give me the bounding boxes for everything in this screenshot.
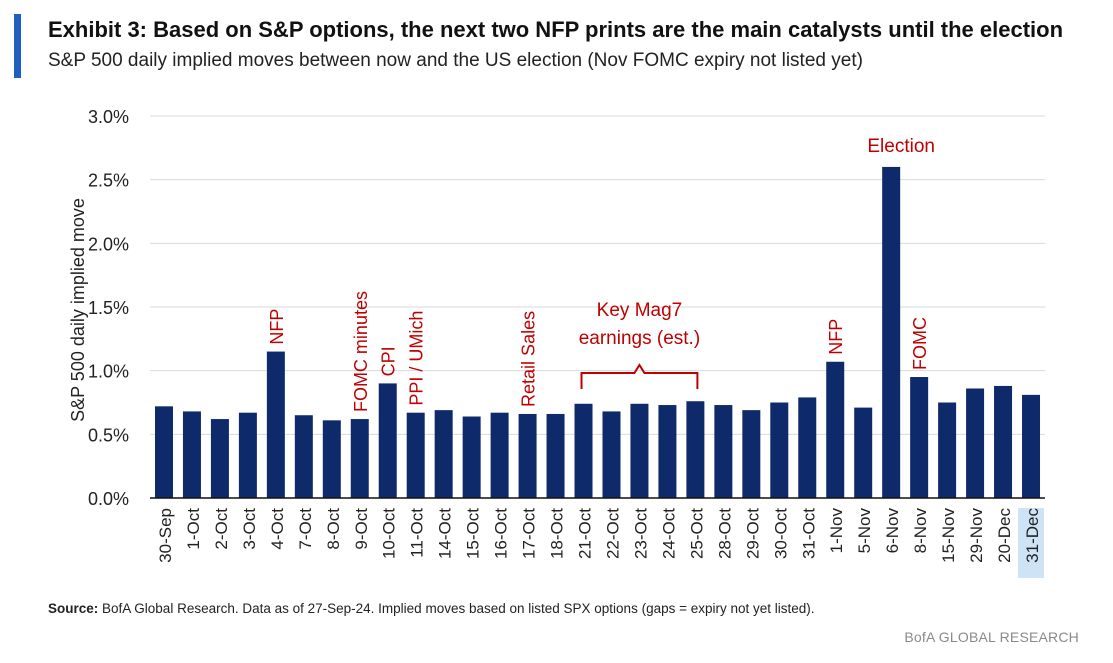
x-tick-label: 31-Oct xyxy=(799,508,818,559)
x-tick-label: 31-Dec xyxy=(1023,508,1042,563)
bar xyxy=(182,411,201,498)
bar xyxy=(434,410,453,498)
bar xyxy=(966,388,985,498)
bar xyxy=(378,383,397,498)
bar xyxy=(406,412,425,498)
bars xyxy=(154,166,1041,498)
x-tick-label: 30-Oct xyxy=(771,508,790,559)
x-tick-label: 4-Oct xyxy=(268,508,287,550)
x-tick-label: 1-Nov xyxy=(827,508,846,554)
highlight-layer xyxy=(1018,508,1045,578)
source-text: BofA Global Research. Data as of 27-Sep-… xyxy=(98,601,815,616)
x-tick-label: 14-Oct xyxy=(436,508,455,559)
annotation-label: FOMC minutes xyxy=(351,291,371,412)
x-tick-label: 3-Oct xyxy=(240,508,259,550)
bar xyxy=(238,412,257,498)
x-tick-label: 15-Nov xyxy=(939,508,958,563)
bar xyxy=(154,406,173,498)
annotation-label: NFP xyxy=(826,319,846,355)
bar xyxy=(686,401,705,498)
x-tick-label: 8-Nov xyxy=(911,508,930,554)
source-label: Source: xyxy=(48,601,99,616)
bar xyxy=(742,410,761,498)
brand-logo-text: BofA GLOBAL RESEARCH xyxy=(904,629,1079,645)
bar xyxy=(910,377,929,498)
accent-bar xyxy=(14,14,21,78)
x-tick-label: 17-Oct xyxy=(520,508,539,559)
annotation-label: FOMC xyxy=(910,317,930,370)
bracket-label-line1: Key Mag7 xyxy=(597,300,683,321)
y-tick-label: 0.5% xyxy=(88,425,129,445)
x-tick-label: 15-Oct xyxy=(464,508,483,559)
bar xyxy=(490,412,509,498)
x-tick-label: 21-Oct xyxy=(576,508,595,559)
highlighted-tick-background xyxy=(1018,508,1045,578)
x-tick-label: 16-Oct xyxy=(492,508,511,559)
x-tick-label: 7-Oct xyxy=(296,508,315,550)
bar xyxy=(770,402,789,498)
annotation-label: Election xyxy=(867,136,935,157)
bar xyxy=(658,405,677,498)
annotations: NFP FOMC minutes CPI PPI / UMich Retail Sale… xyxy=(267,136,935,412)
bar xyxy=(882,166,901,498)
x-tick-label: 24-Oct xyxy=(659,508,678,559)
annotation-label: NFP xyxy=(267,309,287,345)
bar xyxy=(714,405,733,498)
annotation-label: CPI xyxy=(379,346,399,376)
y-tick-label: 0.0% xyxy=(88,489,129,509)
x-tick-label: 25-Oct xyxy=(687,508,706,559)
bar xyxy=(546,413,565,498)
y-tick-label: 2.0% xyxy=(88,234,129,254)
bar xyxy=(210,419,229,498)
bar xyxy=(294,415,313,498)
x-tick-label: 30-Sep xyxy=(156,508,175,563)
x-tick-label: 1-Oct xyxy=(184,508,203,550)
bracket-label-line2: earnings (est.) xyxy=(579,328,700,349)
y-axis-label: S&P 500 daily implied move xyxy=(68,198,88,422)
bar xyxy=(1022,394,1041,498)
bar xyxy=(798,397,817,498)
bar xyxy=(994,385,1013,498)
bar xyxy=(826,361,845,498)
bar xyxy=(854,407,873,498)
bar xyxy=(462,416,481,498)
annotation-label: PPI / UMich xyxy=(407,311,427,406)
chart-subtitle: S&P 500 daily implied moves between now … xyxy=(48,50,863,71)
bar xyxy=(266,351,285,498)
annotation-label: Retail Sales xyxy=(519,311,539,407)
bar xyxy=(938,402,957,498)
x-tick-label: 29-Nov xyxy=(967,508,986,563)
x-tick-label: 9-Oct xyxy=(352,508,371,550)
y-tick-label: 1.5% xyxy=(88,298,129,318)
x-tick-label: 5-Nov xyxy=(855,508,874,554)
bar xyxy=(322,420,341,498)
x-tick-label: 10-Oct xyxy=(380,508,399,559)
x-tick-label: 28-Oct xyxy=(715,508,734,559)
bar xyxy=(574,403,593,498)
y-tick-label: 1.0% xyxy=(88,362,129,382)
bar-chart: 0.0% 0.5% 1.0% 1.5% 2.0% 2.5% 3.0% 30-Sep 1-Oct… xyxy=(68,107,1045,578)
x-tick-label: 8-Oct xyxy=(324,508,343,550)
bar xyxy=(350,419,369,498)
bar xyxy=(602,411,621,498)
x-tick-label: 20-Dec xyxy=(995,508,1014,563)
x-tick-label: 6-Nov xyxy=(883,508,902,554)
y-tick-label: 3.0% xyxy=(88,107,129,127)
x-tick-label: 2-Oct xyxy=(212,508,231,550)
y-tick-label: 2.5% xyxy=(88,171,129,191)
chart-title: Exhibit 3: Based on S&P options, the nex… xyxy=(48,17,1064,42)
y-axis-ticks: 0.0% 0.5% 1.0% 1.5% 2.0% 2.5% 3.0% xyxy=(88,107,129,509)
earnings-bracket xyxy=(580,363,699,389)
bar xyxy=(630,403,649,498)
x-tick-label: 18-Oct xyxy=(548,508,567,559)
x-axis-ticks: 30-Sep 1-Oct 2-Oct 3-Oct 4-Oct 7-Oct 8-Oct 9-Oc… xyxy=(156,508,1042,563)
x-tick-label: 29-Oct xyxy=(743,508,762,559)
bar xyxy=(518,413,537,498)
x-tick-label: 11-Oct xyxy=(408,508,427,558)
source-note: Source: BofA Global Research. Data as of… xyxy=(48,601,815,616)
x-tick-label: 23-Oct xyxy=(631,508,650,559)
x-tick-label: 22-Oct xyxy=(603,508,622,559)
